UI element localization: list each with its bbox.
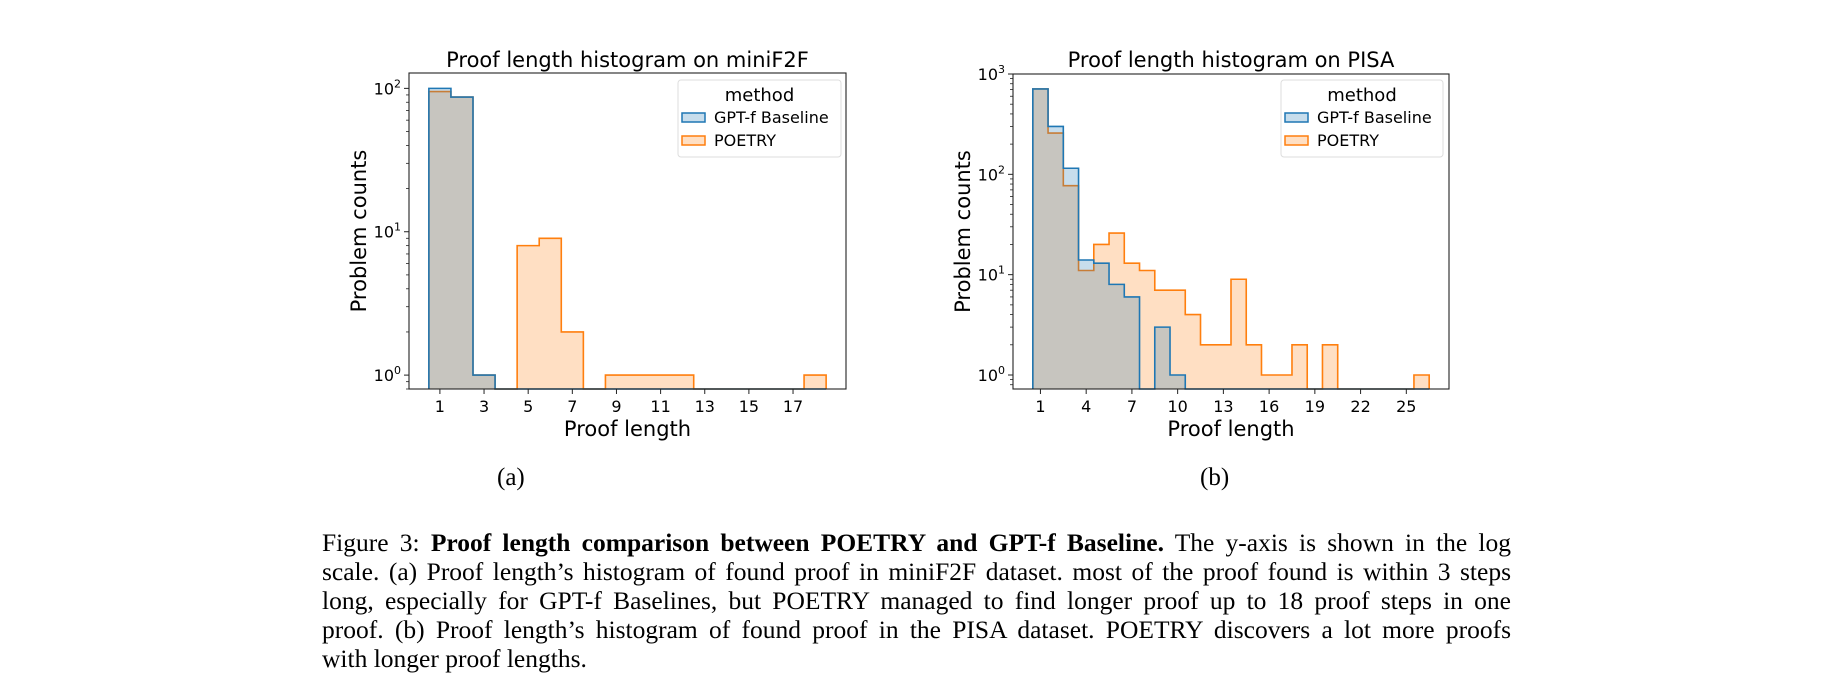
x-tick-label: 19 <box>1305 397 1325 416</box>
histogram-fill-gpt-f-baseline <box>1032 88 1430 389</box>
y-tick-base: 10 <box>978 366 998 385</box>
y-tick-base: 10 <box>978 266 998 285</box>
figure-caption: Figure 3: Proof length comparison betwee… <box>322 528 1511 673</box>
x-tick-label: 10 <box>1167 397 1187 416</box>
axes-frame <box>408 72 847 390</box>
histogram-fill-gpt-f-baseline <box>428 88 827 389</box>
x-tick-label: 5 <box>523 397 533 416</box>
legend-box <box>677 79 842 158</box>
legend-swatch-poetry <box>1284 135 1309 146</box>
legend-swatch-gpt-f-baseline <box>681 112 706 123</box>
chart-title: Proof length histogram on miniF2F <box>446 48 809 72</box>
legend-swatch-poetry <box>681 135 706 146</box>
x-axis-label: Proof length <box>564 417 691 441</box>
y-tick-base: 10 <box>978 165 998 184</box>
y-tick-label: 101 <box>978 264 1005 285</box>
y-tick-label: 102 <box>978 163 1005 184</box>
axes-frame <box>1012 73 1450 390</box>
x-tick-label: 4 <box>1081 397 1091 416</box>
x-tick-label: 15 <box>739 397 759 416</box>
y-tick-base: 10 <box>978 65 998 84</box>
caption-line: scale. (a) Proof length’s histogram of f… <box>322 557 1511 586</box>
x-tick-label: 13 <box>695 397 715 416</box>
legend-label: POETRY <box>714 131 776 150</box>
x-tick-label: 25 <box>1396 397 1416 416</box>
caption-line: long, especially for GPT-f Baselines, bu… <box>322 586 1511 615</box>
x-tick-label: 22 <box>1350 397 1370 416</box>
y-tick-label: 101 <box>374 221 401 242</box>
caption-text: The y-axis is shown in the log <box>1174 528 1511 557</box>
y-tick-base: 10 <box>374 223 394 242</box>
legend: method GPT-f Baseline POETRY <box>677 79 842 158</box>
caption-line: with longer proof lengths. <box>322 644 587 673</box>
legend-title: method <box>1327 85 1397 106</box>
y-tick-exponent: 0 <box>998 364 1005 377</box>
y-tick-label: 103 <box>978 63 1005 84</box>
y-tick-base: 10 <box>374 366 394 385</box>
caption-line: Figure 3: Proof length comparison betwee… <box>322 528 1511 557</box>
chart-title: Proof length histogram on PISA <box>1068 48 1395 72</box>
y-tick-exponent: 1 <box>998 264 1005 277</box>
x-tick-label: 3 <box>479 397 489 416</box>
x-axis-label: Proof length <box>1167 417 1294 441</box>
histogram-fill-poetry <box>1032 88 1430 389</box>
y-tick-exponent: 3 <box>998 63 1005 76</box>
x-tick-label: 1 <box>1035 397 1045 416</box>
y-axis-label: Problem counts <box>951 150 975 313</box>
caption-bold: Proof length comparison between POETRY a… <box>430 528 1164 557</box>
y-tick-label: 100 <box>374 364 401 385</box>
caption-line: proof. (b) Proof length’s histogram of f… <box>322 615 1511 644</box>
legend-label: GPT-f Baseline <box>1317 108 1432 127</box>
y-tick-exponent: 2 <box>394 77 401 90</box>
histogram-fill-poetry <box>428 91 827 390</box>
x-tick-label: 11 <box>650 397 670 416</box>
y-tick-label: 100 <box>978 364 1005 385</box>
x-tick-label: 17 <box>783 397 803 416</box>
legend-title: method <box>725 85 795 106</box>
legend-swatch-gpt-f-baseline <box>1284 112 1309 123</box>
legend-label: GPT-f Baseline <box>714 108 829 127</box>
y-tick-label: 102 <box>374 77 401 98</box>
legend-label: POETRY <box>1317 131 1379 150</box>
legend: method GPT-f Baseline POETRY <box>1280 79 1444 158</box>
x-tick-label: 9 <box>611 397 621 416</box>
y-tick-base: 10 <box>374 79 394 98</box>
caption-label: Figure 3: <box>322 528 420 557</box>
subfigure-label-b: (b) <box>1200 464 1230 491</box>
x-tick-label: 7 <box>567 397 577 416</box>
y-tick-exponent: 1 <box>394 221 401 234</box>
y-tick-exponent: 0 <box>394 364 401 377</box>
x-tick-label: 16 <box>1259 397 1279 416</box>
y-tick-exponent: 2 <box>998 163 1005 176</box>
y-axis-label: Problem counts <box>347 150 371 313</box>
x-tick-label: 13 <box>1213 397 1233 416</box>
x-tick-label: 7 <box>1127 397 1137 416</box>
legend-box <box>1280 79 1444 158</box>
subfigure-label-a: (a) <box>497 464 525 491</box>
x-tick-label: 1 <box>435 397 445 416</box>
